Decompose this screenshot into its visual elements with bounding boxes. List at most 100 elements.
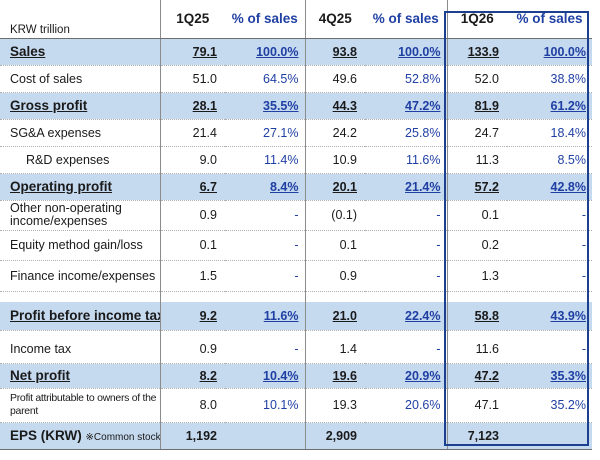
value-cell: 21.4: [192, 125, 217, 140]
value-cell: 0.9: [199, 341, 217, 356]
pct-cell: 52.8%: [365, 65, 448, 92]
value-cell: 57.2: [447, 173, 507, 200]
pct-cell: 10.1%: [225, 388, 306, 422]
row-label: R&D expenses: [0, 146, 161, 173]
value-cell: 11.3: [475, 152, 499, 167]
pct-cell: 61.2%: [507, 92, 592, 119]
value-cell: 93.8: [305, 38, 365, 65]
table-row: Other non-operating income/expenses 0.9 …: [0, 200, 592, 230]
pct-cell: 18.4%: [550, 125, 586, 140]
period-header: 1Q25: [160, 0, 225, 39]
value-cell: 133.9: [447, 38, 507, 65]
value-cell: 7,123: [447, 422, 507, 450]
value-cell: 1.4: [339, 341, 357, 356]
value-cell: 1.3: [481, 268, 499, 283]
income-statement-table: KRW trillion 1Q25 % of sales 4Q25 % of s…: [0, 0, 592, 450]
value-cell: 52.0: [474, 71, 499, 86]
value-cell: 8.2: [160, 363, 225, 388]
row-label: EPS (KRW) ※Common stock: [0, 422, 161, 450]
pct-cell: 25.8%: [365, 119, 448, 146]
value-cell: 47.2: [447, 363, 507, 388]
pct-cell: 11.6%: [225, 302, 306, 330]
value-cell: 1.5: [199, 268, 217, 283]
pct-cell: 47.2%: [365, 92, 448, 119]
row-label: Sales: [0, 38, 161, 65]
value-cell: 0.1: [339, 238, 357, 252]
value-cell: 0.9: [339, 268, 357, 283]
table-row: Net profit 8.2 10.4% 19.6 20.9% 47.2 35.…: [0, 363, 592, 388]
pct-cell: 38.8%: [550, 71, 586, 86]
pct-cell: -: [225, 260, 306, 291]
table-row: R&D expenses 9.0 11.4% 10.9 11.6% 11.3 8…: [0, 146, 592, 173]
pct-cell: 64.5%: [225, 65, 306, 92]
pct-cell: 27.1%: [225, 119, 306, 146]
pct-header: % of sales: [365, 0, 448, 39]
pct-cell: 20.9%: [365, 363, 448, 388]
value-cell: 44.3: [305, 92, 365, 119]
spacer-row: [0, 330, 592, 335]
table-row: Profit before income tax 9.2 11.6% 21.0 …: [0, 302, 592, 330]
pct-cell: 35.2%: [550, 398, 586, 412]
value-cell: 24.7: [474, 125, 499, 140]
pct-cell: 21.4%: [365, 173, 448, 200]
period-header: 4Q25: [305, 0, 365, 39]
spacer-row: [0, 291, 592, 302]
table-row: Gross profit 28.1 35.5% 44.3 47.2% 81.9 …: [0, 92, 592, 119]
pct-header: % of sales: [225, 0, 306, 39]
row-label: Income tax: [0, 335, 161, 363]
pct-cell: -: [581, 341, 586, 356]
table-row: Finance income/expenses 1.5 - 0.9 - 1.3 …: [0, 260, 592, 291]
pct-cell: [365, 422, 448, 450]
table-row: SG&A expenses 21.4 27.1% 24.2 25.8% 24.7…: [0, 119, 592, 146]
pct-cell: -: [225, 200, 306, 230]
value-cell: 47.1: [474, 398, 499, 412]
pct-cell: [225, 422, 306, 450]
pct-cell: 100.0%: [507, 38, 592, 65]
value-cell: 9.2: [160, 302, 225, 330]
table-row: Income tax 0.9 - 1.4 - 11.6 -: [0, 335, 592, 363]
table-row: Equity method gain/loss 0.1 - 0.1 - 0.2 …: [0, 230, 592, 260]
table-row: Sales 79.1 100.0% 93.8 100.0% 133.9 100.…: [0, 38, 592, 65]
value-cell: 58.8: [447, 302, 507, 330]
value-cell: 0.1: [199, 238, 217, 252]
row-label: SG&A expenses: [0, 119, 161, 146]
value-cell: 24.2: [332, 125, 357, 140]
pct-cell: 22.4%: [365, 302, 448, 330]
pct-cell: 11.4%: [225, 146, 306, 173]
value-cell: 79.1: [160, 38, 225, 65]
pct-cell: 100.0%: [365, 38, 448, 65]
table-row: Profit attributable to owners of the par…: [0, 388, 592, 422]
value-cell: 6.7: [160, 173, 225, 200]
row-label: Net profit: [0, 363, 161, 388]
value-cell: 19.3: [332, 398, 357, 412]
value-cell: 19.6: [305, 363, 365, 388]
value-cell: 0.9: [199, 208, 217, 222]
row-label: Gross profit: [0, 92, 161, 119]
row-label: Cost of sales: [0, 65, 161, 92]
row-label: Other non-operating income/expenses: [0, 200, 161, 230]
pct-cell: -: [581, 238, 586, 252]
value-cell: 2,909: [305, 422, 365, 450]
eps-note: ※Common stock: [85, 432, 160, 443]
value-cell: 28.1: [160, 92, 225, 119]
pct-cell: 11.6%: [365, 146, 448, 173]
value-cell: (0.1): [331, 208, 357, 222]
pct-cell: 43.9%: [507, 302, 592, 330]
pct-cell: 100.0%: [225, 38, 306, 65]
pct-cell: -: [225, 230, 306, 260]
value-cell: 20.1: [305, 173, 365, 200]
value-cell: 21.0: [305, 302, 365, 330]
pct-cell: 42.8%: [507, 173, 592, 200]
row-label: Finance income/expenses: [0, 260, 161, 291]
table-row: EPS (KRW) ※Common stock 1,192 2,909 7,12…: [0, 422, 592, 450]
pct-cell: -: [365, 335, 448, 363]
value-cell: 10.9: [332, 152, 357, 167]
value-cell: 1,192: [160, 422, 225, 450]
header-row: KRW trillion 1Q25 % of sales 4Q25 % of s…: [0, 0, 592, 39]
value-cell: 49.6: [332, 71, 357, 86]
pct-cell: 8.5%: [557, 152, 587, 167]
pct-cell: 8.4%: [225, 173, 306, 200]
pct-cell: -: [365, 260, 448, 291]
value-cell: 9.0: [199, 152, 217, 167]
pct-cell: -: [365, 230, 448, 260]
